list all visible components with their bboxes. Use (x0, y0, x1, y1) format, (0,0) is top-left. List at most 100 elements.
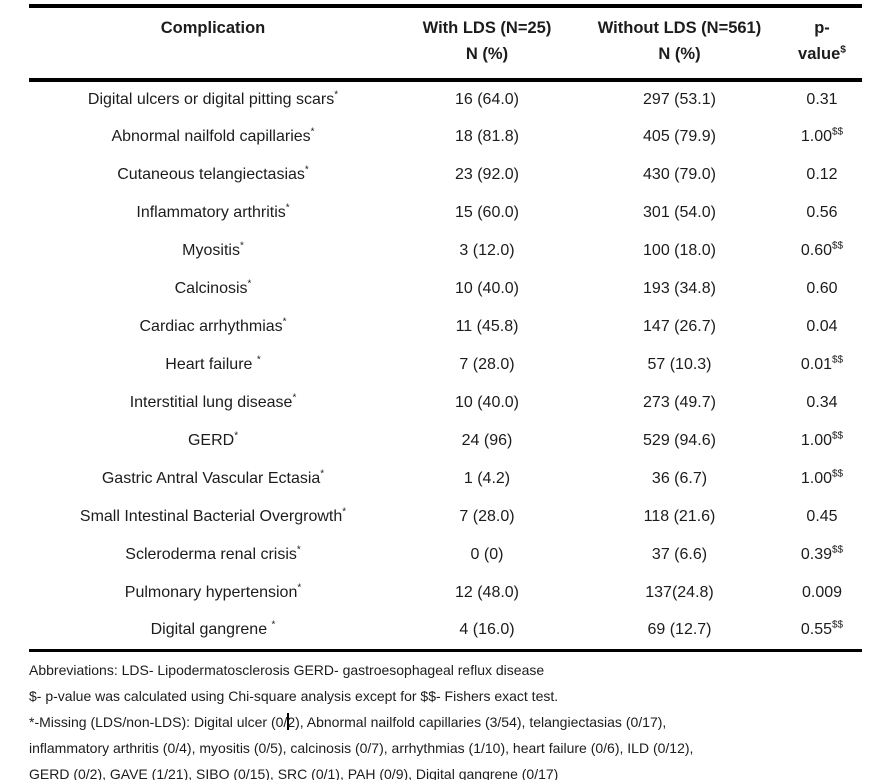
without-lds-cell: 301 (54.0) (643, 204, 716, 221)
header-without-lds: Without LDS (N=561) N (%) (577, 4, 782, 82)
header-with-lds-line1: With LDS (N=25) (422, 19, 552, 37)
p-value: 0.60 (800, 242, 833, 259)
missing-data-footnote-marker: * (234, 430, 239, 442)
p-value: 0.39 (800, 546, 833, 563)
p-value-cell: 1.00$$ (782, 422, 862, 460)
table-row: GERD* 24 (96) 529 (94.6) 1.00$$ (29, 422, 862, 460)
table-row: Digital gangrene * 4 (16.0) 69 (12.7) 0.55$… (29, 612, 862, 652)
header-p-value: p- value$ (782, 4, 862, 82)
p-value-cell: 0.009 (782, 574, 862, 612)
fishers-exact-marker: $$ (832, 430, 844, 442)
complication-label: Abnormal nailfold capillaries (111, 128, 311, 145)
p-value: 1.00 (800, 470, 833, 487)
table-row: Interstitial lung disease* 10 (40.0) 273 (… (29, 384, 862, 422)
p-value: 0.01 (800, 356, 833, 373)
footnote-missing-line2: inflammatory arthritis (0/4), myositis (… (29, 740, 694, 756)
complications-table: Complication With LDS (N=25) N (%) Witho… (29, 4, 862, 652)
with-lds-cell: 12 (48.0) (454, 584, 520, 601)
header-p-value-line2: value$ (798, 44, 846, 63)
table-row: Abnormal nailfold capillaries* 18 (81.8) 4… (29, 118, 862, 156)
without-lds-cell: 297 (53.1) (643, 91, 716, 108)
fishers-exact-marker: $$ (832, 468, 844, 480)
missing-data-footnote-marker: * (292, 392, 297, 404)
p-value-cell: 1.00$$ (782, 118, 862, 156)
fishers-exact-marker: $$ (832, 354, 844, 366)
without-lds-cell: 430 (79.0) (643, 166, 716, 183)
p-value-cell: 1.00$$ (782, 460, 862, 498)
missing-data-footnote-marker: * (256, 354, 261, 366)
complication-cell: Pulmonary hypertension* (29, 574, 397, 612)
with-lds-cell: 10 (40.0) (454, 394, 520, 411)
header-p-value-line1: p- (814, 19, 830, 37)
complication-label: Digital gangrene (150, 621, 272, 639)
complication-label: Heart failure (165, 356, 257, 373)
complication-cell: Gastric Antral Vascular Ectasia* (29, 460, 397, 498)
header-with-lds: With LDS (N=25) N (%) (397, 4, 577, 82)
table-row: Calcinosis* 10 (40.0) 193 (34.8) 0.60 (29, 270, 862, 308)
without-lds-cell: 273 (49.7) (643, 394, 716, 411)
table-row: Myositis* 3 (12.0) 100 (18.0) 0.60$$ (29, 232, 862, 270)
with-lds-cell: 0 (0) (470, 546, 504, 563)
p-value: 0.31 (806, 91, 838, 108)
p-value-cell: 0.60$$ (782, 232, 862, 270)
missing-data-footnote-marker: * (285, 202, 290, 214)
complication-cell: Cutaneous telangiectasias* (29, 156, 397, 194)
table-header: Complication With LDS (N=25) N (%) Witho… (29, 4, 862, 82)
missing-data-footnote-marker: * (304, 164, 309, 176)
p-value: 0.009 (801, 584, 843, 601)
missing-data-footnote-marker: * (247, 278, 252, 290)
fishers-exact-marker: $$ (832, 240, 844, 252)
footnote-missing-line3: GERD (0/2), GAVE (1/21), SIBO (0/15), SR… (29, 766, 559, 780)
footnote-missing-line1-pre: *-Missing (LDS/non-LDS): Digital ulcer (… (29, 714, 288, 730)
with-lds-cell: 24 (96) (461, 432, 513, 449)
complication-cell: GERD* (29, 422, 397, 460)
table-row: Pulmonary hypertension* 12 (48.0) 137(24.8… (29, 574, 862, 612)
complication-cell: Abnormal nailfold capillaries* (29, 118, 397, 156)
with-lds-cell: 11 (45.8) (455, 318, 519, 335)
p-value-cell: 0.45 (782, 498, 862, 536)
missing-data-footnote-marker: * (296, 544, 301, 556)
without-lds-cell: 69 (12.7) (577, 612, 782, 652)
table-header-row: Complication With LDS (N=25) N (%) Witho… (29, 4, 862, 82)
p-value-cell: 0.34 (782, 384, 862, 422)
footnote-missing-line1-post: 2), Abnormal nailfold capillaries (3/54)… (287, 714, 667, 730)
complication-cell: Small Intestinal Bacterial Overgrowth* (29, 498, 397, 536)
header-without-lds-line2: N (%) (658, 45, 701, 63)
complication-label: Calcinosis (174, 280, 248, 297)
table-row: Digital ulcers or digital pitting scars*… (29, 80, 862, 118)
without-lds-cell: 137(24.8) (645, 584, 714, 601)
without-lds-cell: 405 (79.9) (643, 128, 716, 145)
without-lds-cell: 529 (94.6) (643, 432, 716, 449)
with-lds-cell: 10 (40.0) (454, 280, 520, 297)
p-value-cell: 0.39$$ (782, 536, 862, 574)
missing-data-footnote-marker: * (239, 240, 244, 252)
table-row: Inflammatory arthritis* 15 (60.0) 301 (54.… (29, 194, 862, 232)
missing-data-footnote-marker: * (282, 316, 287, 328)
without-lds-cell: 100 (18.0) (643, 242, 716, 259)
p-value-cell: 0.56 (782, 194, 862, 232)
complication-cell: Calcinosis* (29, 270, 397, 308)
complication-label: GERD (187, 432, 235, 449)
complication-label: Myositis (182, 242, 240, 259)
complication-label: Gastric Antral Vascular Ectasia (101, 470, 321, 487)
footnote-p-value-note: $- p-value was calculated using Chi-squa… (29, 688, 559, 704)
p-value-cell: 0.31 (782, 80, 862, 118)
p-value-cell: 0.60 (782, 270, 862, 308)
missing-data-footnote-marker: * (310, 126, 315, 138)
p-value-cell: 0.12 (782, 156, 862, 194)
with-lds-cell: 1 (4.2) (463, 470, 511, 487)
without-lds-cell: 57 (10.3) (647, 356, 712, 373)
p-value: 0.60 (806, 280, 838, 297)
fishers-exact-marker: $$ (832, 619, 844, 631)
complication-cell: Heart failure * (29, 346, 397, 384)
without-lds-cell: 37 (6.6) (651, 546, 708, 563)
p-value-cell: 0.04 (782, 308, 862, 346)
complication-cell: Cardiac arrhythmias* (29, 308, 397, 346)
complication-label: Cutaneous telangiectasias (117, 166, 305, 183)
text-cursor (287, 713, 290, 730)
header-complication: Complication (29, 4, 397, 82)
complication-cell: Digital gangrene * (29, 612, 397, 652)
complication-label: Cardiac arrhythmias (139, 318, 283, 335)
without-lds-cell: 193 (34.8) (643, 280, 716, 297)
